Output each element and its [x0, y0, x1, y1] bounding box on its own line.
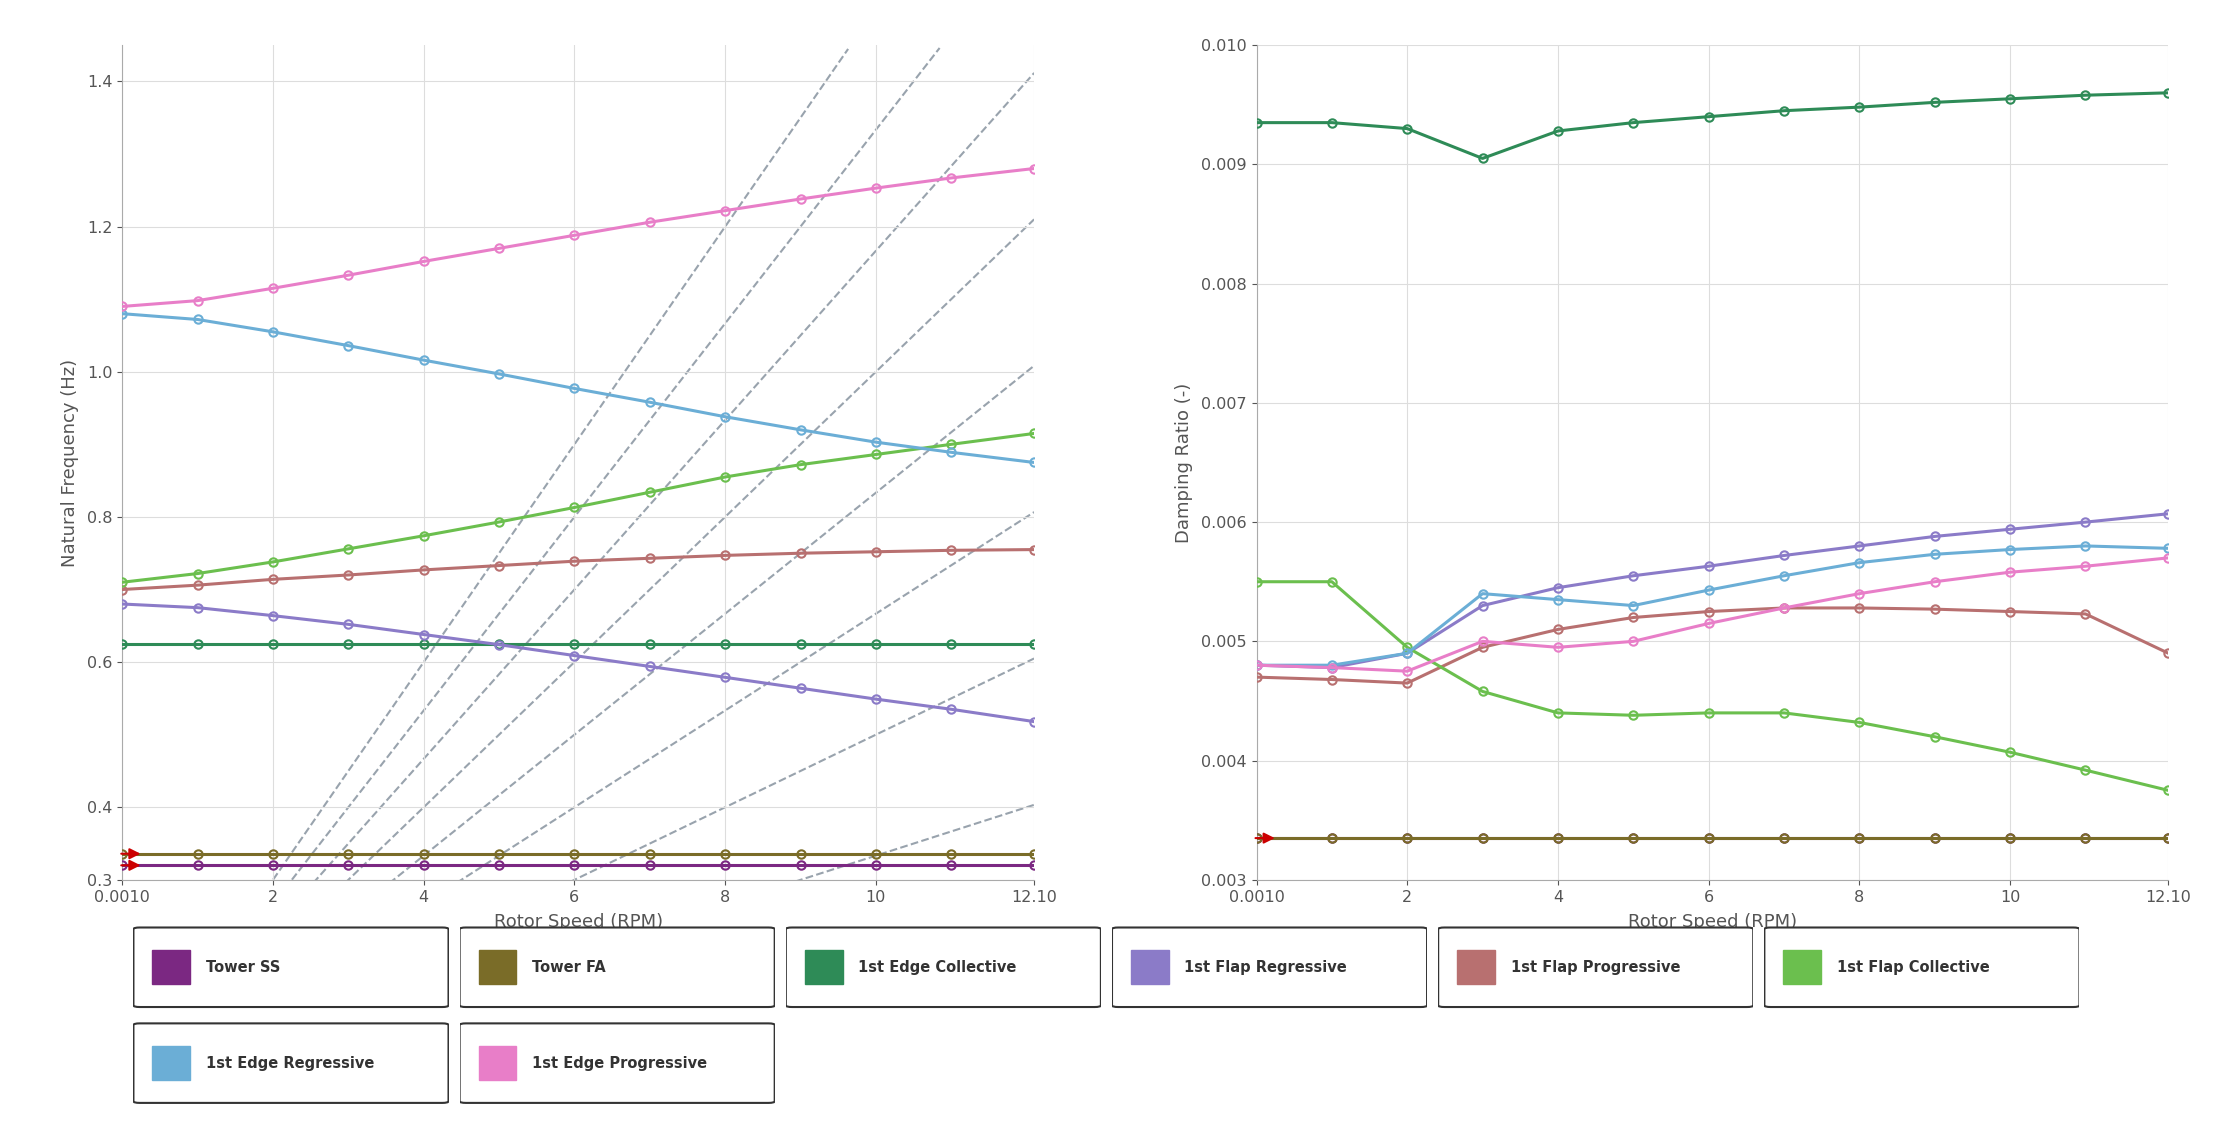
FancyBboxPatch shape	[1439, 927, 1753, 1007]
FancyBboxPatch shape	[151, 1047, 189, 1081]
Text: 1st Edge Regressive: 1st Edge Regressive	[207, 1056, 374, 1070]
X-axis label: Rotor Speed (RPM): Rotor Speed (RPM)	[494, 913, 663, 931]
FancyBboxPatch shape	[1457, 950, 1495, 984]
Text: 1st Flap Collective: 1st Flap Collective	[1837, 960, 1990, 975]
FancyBboxPatch shape	[1112, 927, 1428, 1007]
Text: 1st Edge Progressive: 1st Edge Progressive	[532, 1056, 707, 1070]
FancyBboxPatch shape	[478, 1047, 516, 1081]
Text: 1st Flap Progressive: 1st Flap Progressive	[1510, 960, 1679, 975]
FancyBboxPatch shape	[478, 950, 516, 984]
FancyBboxPatch shape	[1764, 927, 2079, 1007]
Text: Tower FA: Tower FA	[532, 960, 605, 975]
FancyBboxPatch shape	[133, 1023, 449, 1103]
Y-axis label: Natural Frequency (Hz): Natural Frequency (Hz)	[60, 359, 78, 566]
FancyBboxPatch shape	[805, 950, 843, 984]
Text: Tower SS: Tower SS	[207, 960, 280, 975]
FancyBboxPatch shape	[460, 927, 774, 1007]
FancyBboxPatch shape	[133, 927, 449, 1007]
Y-axis label: Damping Ratio (-): Damping Ratio (-)	[1174, 382, 1192, 543]
Text: 1st Edge Collective: 1st Edge Collective	[858, 960, 1016, 975]
Text: 1st Flap Regressive: 1st Flap Regressive	[1185, 960, 1348, 975]
FancyBboxPatch shape	[785, 927, 1101, 1007]
FancyBboxPatch shape	[460, 1023, 774, 1103]
FancyBboxPatch shape	[151, 950, 189, 984]
FancyBboxPatch shape	[1132, 950, 1170, 984]
X-axis label: Rotor Speed (RPM): Rotor Speed (RPM)	[1628, 913, 1797, 931]
FancyBboxPatch shape	[1784, 950, 1821, 984]
